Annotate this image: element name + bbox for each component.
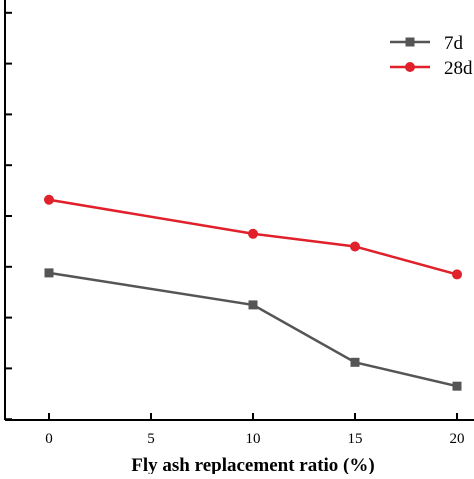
data-point-28d	[452, 269, 462, 280]
axes: 0 5 10 15 20	[4, 0, 474, 447]
x-tick-label: 0	[45, 431, 53, 447]
data-point-7d	[452, 381, 462, 391]
x-tick-label: 10	[246, 431, 261, 447]
series-line-28d	[48, 198, 458, 276]
data-point-7d	[350, 357, 360, 367]
x-tick-label: 5	[147, 431, 155, 447]
data-point-28d	[248, 228, 258, 239]
series-28d	[44, 194, 462, 280]
legend-label-28d: 28d	[444, 58, 473, 79]
legend-marker-7d	[405, 37, 415, 47]
data-point-28d	[44, 194, 54, 205]
legend-marker-28d	[405, 62, 415, 72]
data-point-7d	[248, 300, 258, 310]
data-point-28d	[350, 241, 360, 252]
x-axis-title: Fly ash replacement ratio (%)	[131, 455, 374, 474]
legend-label-7d: 7d	[444, 33, 464, 54]
x-tick-label: 15	[348, 431, 363, 447]
series-line-7d	[48, 271, 458, 388]
series-7d	[44, 268, 462, 391]
data-point-7d	[44, 268, 54, 278]
x-tick-label: 20	[450, 431, 465, 447]
series-layer	[44, 194, 462, 391]
